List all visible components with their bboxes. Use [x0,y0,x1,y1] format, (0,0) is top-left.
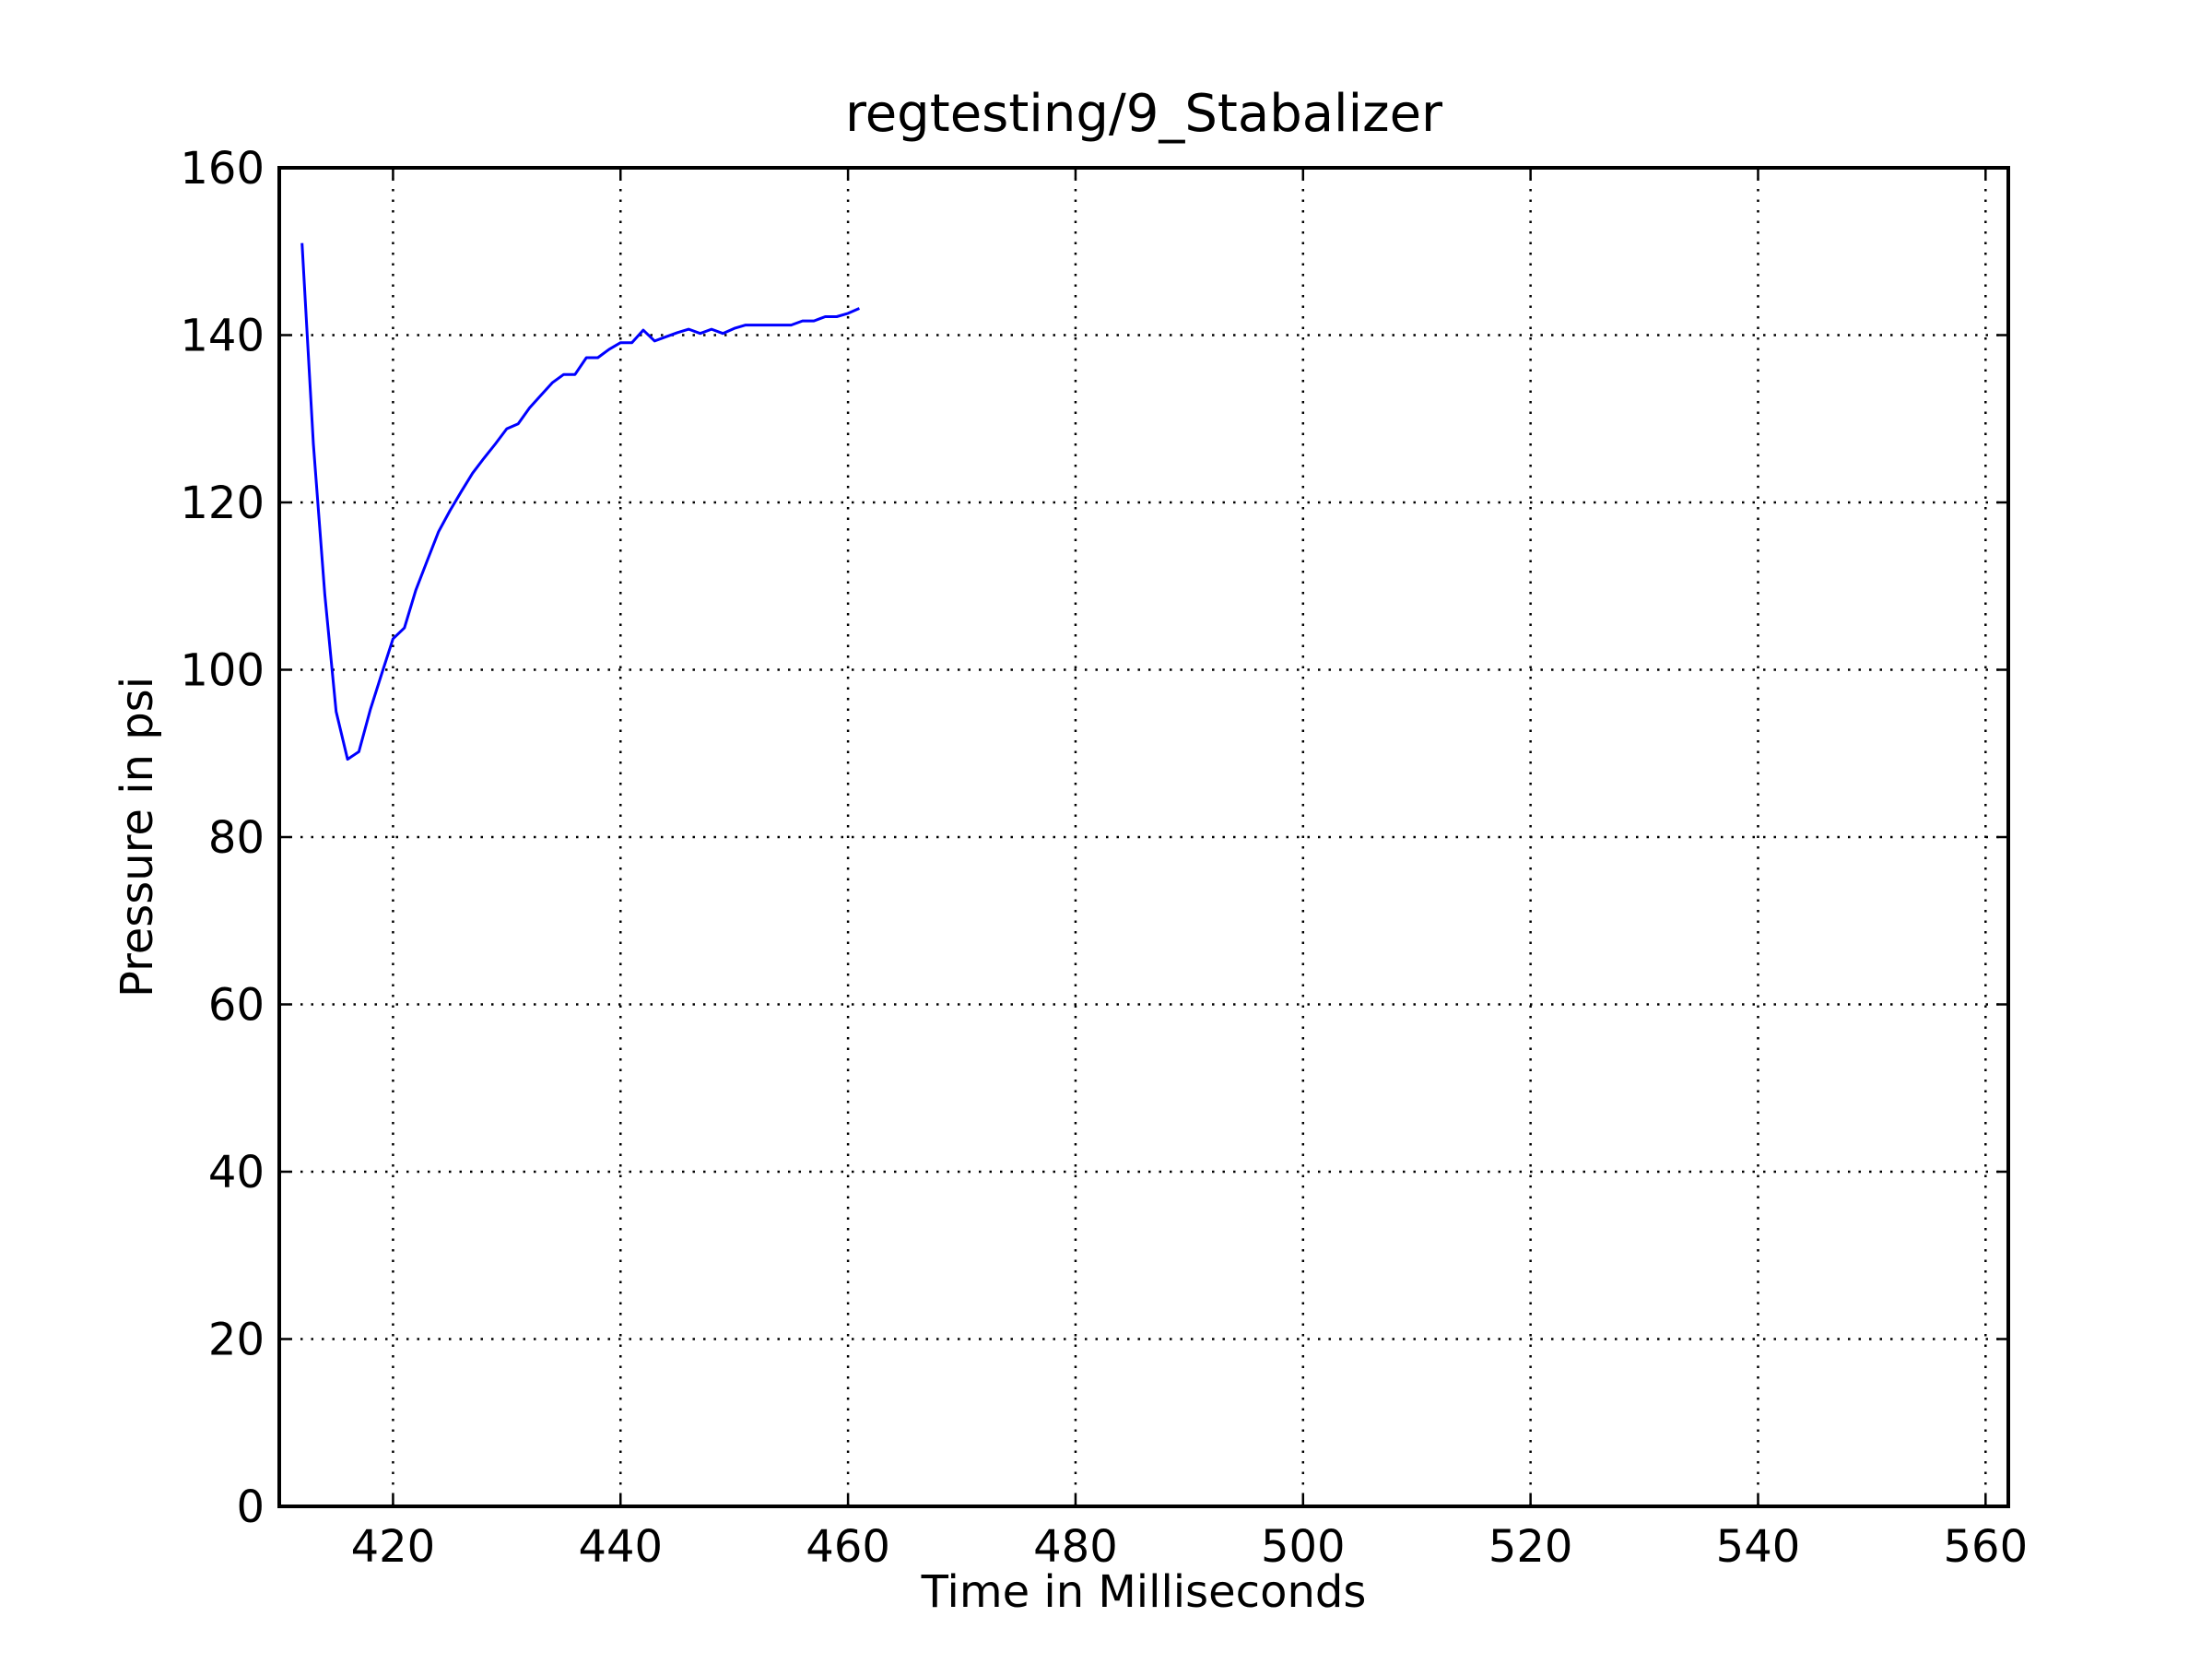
x-tick-label: 560 [1944,1521,2029,1573]
x-tick-label: 500 [1261,1521,1346,1573]
y-tick-label: 80 [208,812,265,864]
x-tick-label: 480 [1033,1521,1118,1573]
x-axis-label: Time in Milliseconds [921,1566,1367,1618]
y-tick-label: 40 [208,1147,265,1198]
y-tick-label: 0 [236,1481,265,1533]
y-tick-label: 140 [180,311,265,362]
x-tick-label: 440 [578,1521,663,1573]
x-tick-label: 420 [351,1521,436,1573]
plot-frame [277,166,2010,1508]
y-axis-label: Pressure in psi [112,677,163,997]
y-tick-label: 160 [180,143,265,195]
y-axis-tick-labels: 0 20 40 60 80 100 120 140 160 [180,143,265,1533]
axis-ticks [279,166,2008,1508]
y-tick-label: 60 [208,980,265,1032]
x-tick-label: 520 [1488,1521,1573,1573]
y-tick-label: 120 [180,478,265,529]
x-tick-label: 540 [1716,1521,1801,1573]
grid-lines [279,166,2008,1508]
y-tick-label: 20 [208,1315,265,1366]
x-axis-tick-labels: 420 440 460 480 500 520 540 560 [351,1521,2029,1573]
series-line [300,242,861,761]
y-tick-label: 100 [180,645,265,697]
series-layer [300,242,861,761]
chart-title: regtesting/9_Stabalizer [845,84,1443,144]
x-tick-label: 460 [806,1521,890,1573]
